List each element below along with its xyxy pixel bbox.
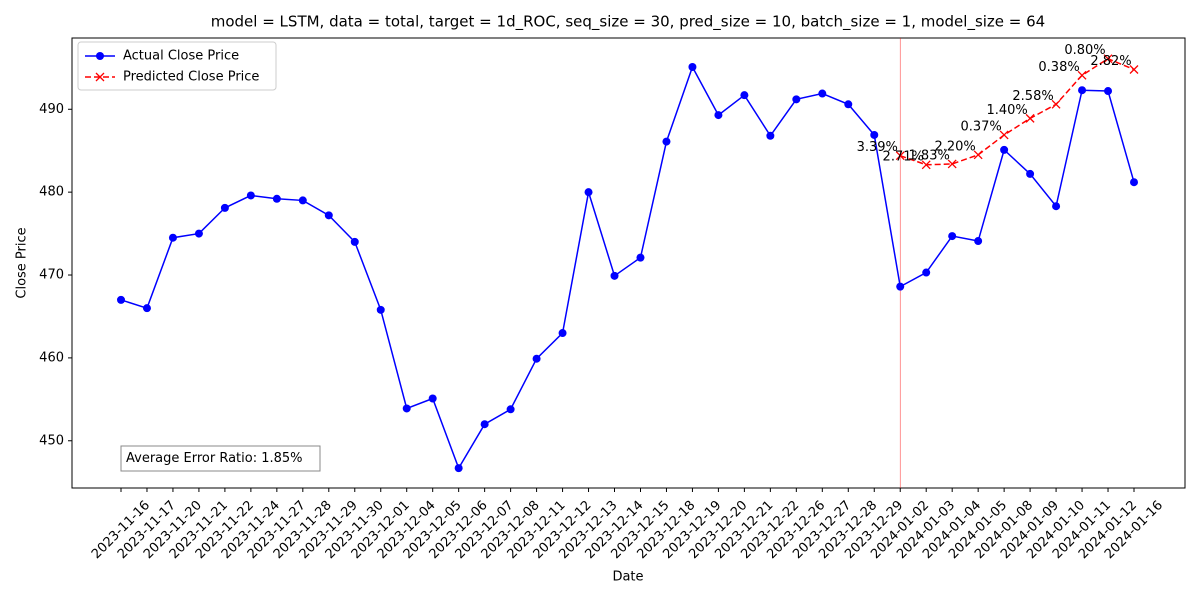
point-marker (246, 191, 255, 200)
error-label: 2.58% (1012, 89, 1053, 104)
point-marker (610, 271, 619, 280)
error-label: 1.40% (986, 103, 1027, 118)
point-marker (948, 232, 957, 241)
error-label: 0.37% (960, 119, 1001, 134)
y-tick-label: 450 (39, 433, 64, 448)
point-marker (1077, 70, 1087, 80)
plot-frame (71, 37, 1186, 489)
point-marker (922, 268, 931, 277)
point-marker (428, 394, 437, 403)
point-marker (844, 100, 853, 109)
point-marker (999, 130, 1009, 140)
point-marker (558, 329, 567, 338)
point-marker (298, 196, 307, 205)
point-marker (1104, 87, 1113, 96)
legend-box (77, 41, 277, 91)
point-marker (818, 89, 827, 98)
chart-title: model = LSTM, data = total, target = 1d_… (211, 13, 1045, 32)
point-marker (1078, 86, 1087, 95)
error-label: 3.39% (857, 140, 898, 155)
error-label: 0.80% (1064, 43, 1105, 58)
x-axis-label: Date (612, 570, 643, 585)
point-marker (636, 253, 645, 262)
y-tick-label: 460 (39, 350, 64, 365)
point-marker (376, 305, 385, 314)
legend-marker (96, 52, 104, 60)
error-label: 2.71% (883, 149, 924, 164)
point-marker (740, 91, 749, 100)
error-label: 2.82% (1090, 54, 1131, 69)
point-marker (454, 464, 463, 473)
point-marker (947, 159, 957, 169)
point-marker (1000, 145, 1009, 154)
point-marker (1103, 54, 1113, 64)
annotation-box (120, 445, 321, 472)
point-marker (1025, 113, 1035, 123)
point-marker (480, 420, 489, 429)
point-marker (142, 304, 151, 313)
error-label: 2.20% (934, 139, 975, 154)
point-marker (973, 150, 983, 160)
point-marker (921, 160, 931, 170)
point-marker (1052, 202, 1061, 211)
point-marker (402, 404, 411, 413)
point-marker (870, 130, 879, 139)
point-marker (766, 131, 775, 140)
error-label: 1.83% (909, 148, 950, 163)
point-marker (714, 111, 723, 120)
point-marker (688, 63, 697, 72)
point-marker (1051, 99, 1061, 109)
series-line (120, 65, 1135, 470)
annotation: Average Error Ratio: 1.85% (126, 451, 303, 466)
point-marker (324, 211, 333, 220)
series-line (899, 57, 1135, 166)
point-marker (895, 151, 905, 161)
point-marker (532, 354, 541, 363)
point-marker (117, 295, 125, 304)
legend-marker (95, 72, 105, 82)
point-marker (220, 203, 229, 212)
y-tick-label: 480 (39, 185, 64, 200)
legend-label: Actual Close Price (123, 49, 239, 64)
point-marker (194, 229, 203, 238)
y-axis-label: Close Price (15, 227, 30, 298)
point-marker (792, 95, 801, 104)
point-marker (506, 405, 515, 414)
point-marker (350, 237, 359, 246)
point-marker (662, 137, 671, 146)
y-tick-label: 470 (39, 268, 64, 283)
point-marker (584, 188, 593, 197)
y-tick-label: 490 (39, 102, 64, 117)
legend-label: Predicted Close Price (123, 70, 259, 85)
point-marker (1129, 65, 1139, 74)
point-marker (272, 194, 281, 203)
point-marker (168, 233, 177, 242)
point-marker (974, 237, 983, 246)
error-label: 0.38% (1038, 60, 1079, 75)
point-marker (1026, 169, 1035, 178)
point-marker (1130, 178, 1138, 187)
point-marker (896, 282, 905, 291)
